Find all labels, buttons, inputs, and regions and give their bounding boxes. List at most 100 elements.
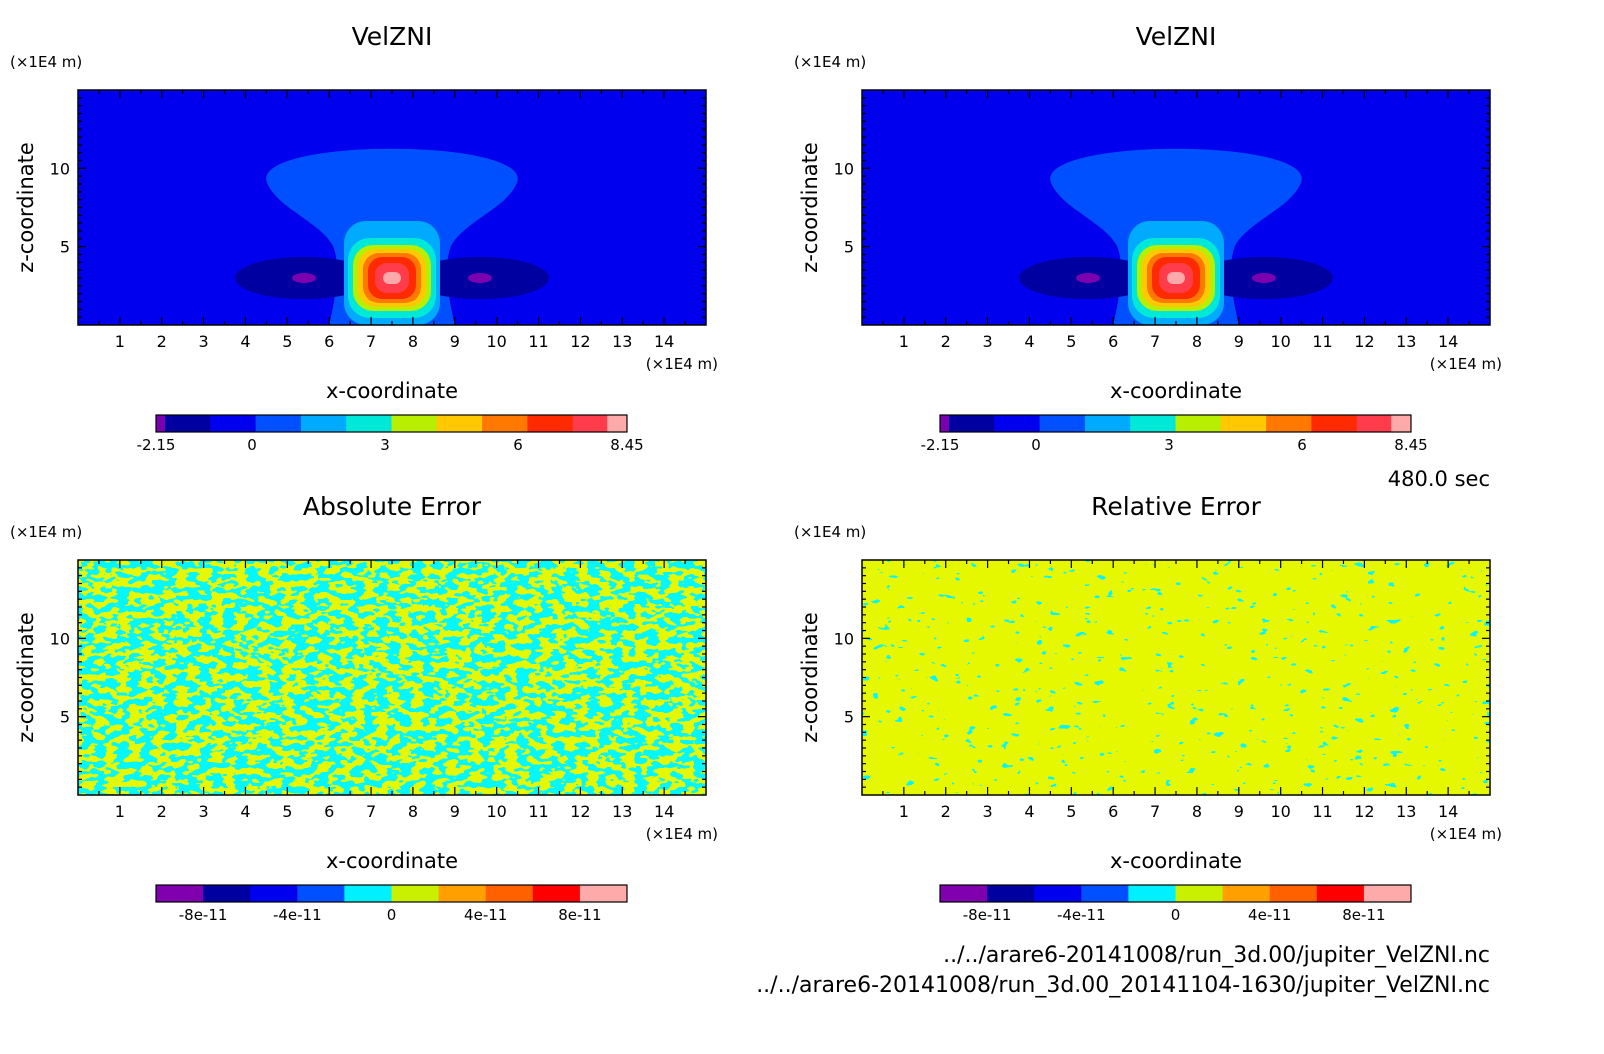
x-tick-label: 8	[408, 802, 418, 821]
colorbar-bin	[1311, 415, 1358, 432]
z-tick-label: 10	[50, 629, 70, 648]
x-tick-label: 7	[366, 332, 376, 351]
colorbar-tick-label: -8e-11	[963, 906, 1012, 924]
z-axis-label: z-coordinate	[14, 142, 38, 273]
colorbar-bin	[994, 415, 1041, 432]
colorbar-bin	[1391, 415, 1411, 432]
colorbar-frame	[155, 884, 628, 903]
colorbar-bin	[1084, 415, 1131, 432]
colorbar-bin	[1128, 885, 1176, 902]
z-tick-label: 5	[844, 708, 854, 727]
colorbar-tick-label: 6	[1297, 436, 1307, 454]
x-tick-label: 14	[654, 332, 674, 351]
colorbar-bin	[210, 415, 257, 432]
x-tick-label: 4	[1024, 802, 1034, 821]
x-tick-label: 9	[1234, 802, 1244, 821]
x-unit-label: (×1E4 m)	[646, 355, 718, 373]
panel-title: VelZNI	[352, 22, 433, 51]
x-unit-label: (×1E4 m)	[646, 825, 718, 843]
x-tick-label: 5	[1066, 332, 1076, 351]
x-tick-label: 2	[941, 802, 951, 821]
panel-title: Relative Error	[1091, 492, 1261, 521]
x-tick-label: 3	[983, 332, 993, 351]
z-tick-label: 10	[834, 629, 854, 648]
x-tick-label: 4	[240, 332, 250, 351]
updraft-contour-8	[383, 272, 401, 284]
x-tick-label: 9	[1234, 332, 1244, 351]
x-tick-label: 3	[199, 802, 209, 821]
z-axis-label: z-coordinate	[798, 142, 822, 273]
colorbar-bin	[438, 885, 487, 902]
colorbar-bin	[344, 885, 392, 902]
colorbar-bin	[572, 415, 619, 432]
colorbar-tick-label: 3	[380, 436, 390, 454]
colorbar-bin	[156, 885, 204, 902]
file-path-1: ../../arare6-20141008/run_3d.00/jupiter_…	[943, 943, 1490, 968]
x-tick-label: 13	[1396, 332, 1416, 351]
x-tick-label: 12	[570, 332, 590, 351]
x-tick-label: 1	[115, 802, 125, 821]
x-tick-label: 2	[157, 802, 167, 821]
colorbar-tick-label: -4e-11	[1057, 906, 1106, 924]
colorbar-frame	[939, 414, 1412, 433]
colorbar-tick-label: 8.45	[1394, 436, 1427, 454]
z-tick-label: 5	[60, 238, 70, 257]
colorbar-bin	[391, 415, 438, 432]
x-unit-label: (×1E4 m)	[1430, 355, 1502, 373]
x-tick-label: 2	[157, 332, 167, 351]
x-tick-label: 5	[1066, 802, 1076, 821]
colorbar-tick-label: -2.15	[921, 436, 960, 454]
panel-title: Absolute Error	[303, 492, 482, 521]
x-axis-label: x-coordinate	[326, 379, 458, 403]
x-tick-label: 7	[1150, 332, 1160, 351]
x-tick-label: 11	[1312, 802, 1332, 821]
x-tick-label: 4	[1024, 332, 1034, 351]
x-tick-label: 1	[115, 332, 125, 351]
z-axis-label: z-coordinate	[14, 612, 38, 743]
colorbar-bin	[156, 415, 165, 432]
x-tick-label: 14	[654, 802, 674, 821]
x-tick-label: 1	[899, 802, 909, 821]
x-tick-label: 9	[450, 332, 460, 351]
colorbar-bin	[527, 415, 574, 432]
colorbar: -2.15 0 3 6 8.45	[921, 414, 1428, 454]
colorbar-tick-label: 0	[1031, 436, 1041, 454]
colorbar-tick-label: 0	[387, 906, 397, 924]
x-tick-label: 6	[1108, 802, 1118, 821]
colorbar-bin	[940, 885, 988, 902]
x-tick-label: 11	[528, 332, 548, 351]
colorbar-tick-label: -8e-11	[179, 906, 228, 924]
colorbar-tick-label: 8.45	[610, 436, 643, 454]
colorbar-bin	[1269, 885, 1318, 902]
x-tick-label: 8	[1192, 332, 1202, 351]
x-unit-label: (×1E4 m)	[1430, 825, 1502, 843]
colorbar-bin	[1175, 885, 1224, 902]
x-tick-label: 6	[324, 332, 334, 351]
z-unit-label: (×1E4 m)	[794, 53, 866, 71]
x-tick-label: 12	[570, 802, 590, 821]
colorbar: -8e-11 -4e-11 0 4e-11 8e-11	[155, 884, 628, 924]
colorbar-bin	[987, 885, 1035, 902]
colorbar-tick-label: 6	[513, 436, 523, 454]
colorbar-tick-label: 3	[1164, 436, 1174, 454]
x-tick-label: 4	[240, 802, 250, 821]
time-label: 480.0 sec	[1388, 467, 1490, 491]
error-field	[862, 560, 1490, 795]
colorbar-tick-label: 4e-11	[1248, 906, 1291, 924]
x-tick-label: 10	[486, 802, 506, 821]
x-tick-label: 10	[1270, 332, 1290, 351]
x-tick-label: 1	[899, 332, 909, 351]
colorbar-bin	[1266, 415, 1312, 432]
x-tick-label: 2	[941, 332, 951, 351]
z-tick-label: 10	[834, 159, 854, 178]
colorbar-bin	[1222, 885, 1271, 902]
x-axis-label: x-coordinate	[1110, 849, 1242, 873]
x-tick-label: 13	[612, 332, 632, 351]
downdraft-core-1	[1076, 273, 1101, 283]
file-path-2: ../../arare6-20141008/run_3d.00_20141104…	[756, 973, 1490, 998]
colorbar: -8e-11 -4e-11 0 4e-11 8e-11	[939, 884, 1412, 924]
colorbar-bin	[1363, 885, 1412, 902]
